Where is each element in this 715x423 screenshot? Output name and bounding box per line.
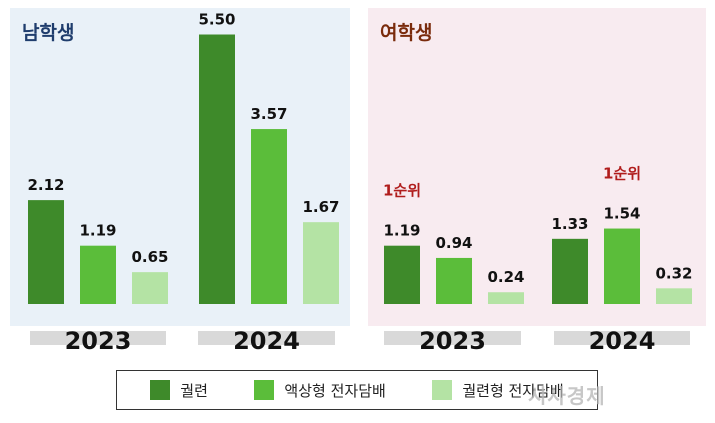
bar xyxy=(199,34,235,304)
bar xyxy=(303,222,339,304)
rank-annotation: 1순위 xyxy=(383,182,421,200)
legend-swatch-cigarette xyxy=(150,380,171,400)
legend-swatch-liquid-ecig xyxy=(254,380,275,400)
bar xyxy=(28,200,64,304)
category-label: 2023 xyxy=(419,327,486,355)
male-panel-title: 남학생 xyxy=(22,22,75,44)
category-label: 2024 xyxy=(589,327,656,355)
category-band xyxy=(198,331,335,345)
legend-label-heated-tobacco: 궐련형 전자담배 xyxy=(462,381,564,400)
male-panel: 남학생 xyxy=(10,8,350,326)
legend-item-heated-tobacco: 궐련형 전자담배 xyxy=(432,380,564,401)
female-panel-title: 여학생 xyxy=(380,22,433,44)
legend-swatch-heated-tobacco xyxy=(432,380,453,400)
rank-annotation: 1순위 xyxy=(603,165,641,183)
data-label: 1.33 xyxy=(551,215,588,233)
category-band xyxy=(554,331,690,345)
chart-legend: 궐련 액상형 전자담배 궐련형 전자담배 xyxy=(116,370,598,410)
legend-item-cigarette: 궐련 xyxy=(150,380,208,401)
bar-chart: 2.12 1.19 0.65 2023 5.50 3.57 1.67 2024 1.19 0.94… xyxy=(27,11,692,356)
bar xyxy=(436,257,472,304)
data-label: 3.57 xyxy=(250,105,287,123)
female-panel: 여학생 xyxy=(368,8,706,326)
data-label: 0.94 xyxy=(435,234,472,252)
category-label: 2023 xyxy=(65,327,132,355)
bar xyxy=(552,238,588,304)
data-label: 1.54 xyxy=(603,205,640,223)
category-band xyxy=(384,331,521,345)
legend-label-cigarette: 궐련 xyxy=(180,381,208,400)
data-label: 0.65 xyxy=(131,248,168,266)
bar xyxy=(488,292,524,304)
data-label: 1.19 xyxy=(79,222,116,240)
data-label: 0.32 xyxy=(655,264,692,282)
data-label: 0.24 xyxy=(487,268,524,286)
data-label: 2.12 xyxy=(27,176,64,194)
category-label: 2024 xyxy=(233,327,300,355)
bar xyxy=(132,272,168,304)
legend-label-liquid-ecig: 액상형 전자담배 xyxy=(284,381,386,400)
data-label: 1.67 xyxy=(302,198,339,216)
category-band xyxy=(30,331,166,345)
bar xyxy=(656,288,692,304)
bar xyxy=(80,245,116,304)
data-label: 5.50 xyxy=(198,11,235,29)
data-label: 1.19 xyxy=(383,222,420,240)
watermark-text: 시사경제 xyxy=(528,384,606,408)
bar xyxy=(251,129,287,304)
legend-item-liquid-ecig: 액상형 전자담배 xyxy=(254,380,386,401)
bar xyxy=(604,228,640,304)
bar xyxy=(384,245,420,304)
